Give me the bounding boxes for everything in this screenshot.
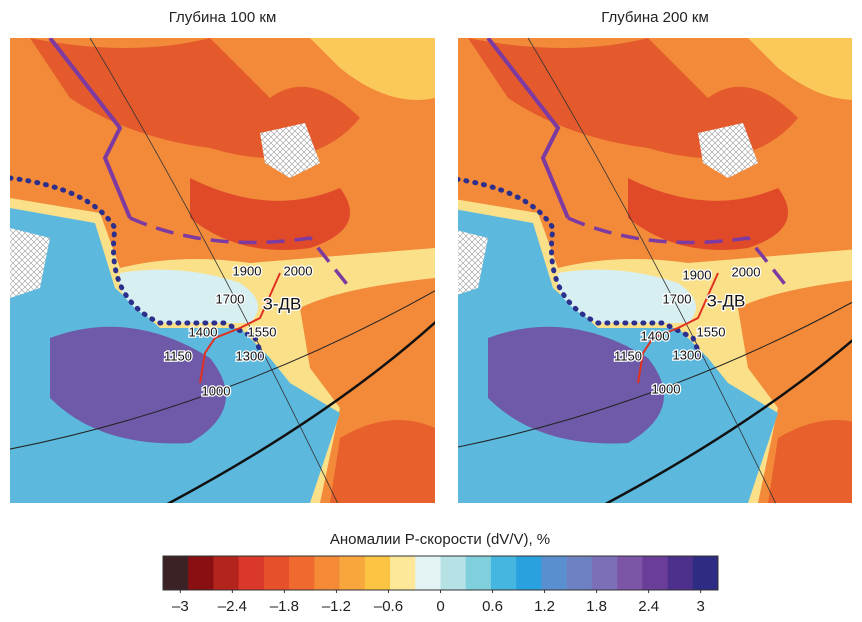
tick-label: 1.2 [534, 598, 555, 615]
color-swatch [668, 556, 694, 590]
tick-label: 0.6 [482, 598, 503, 615]
profile-label: 1900 [233, 263, 262, 278]
profile-label: 1400 [189, 324, 218, 339]
color-swatch [617, 556, 643, 590]
color-swatch [491, 556, 517, 590]
profile-label: 1150 [164, 348, 192, 363]
profile-label: 1300 [236, 348, 265, 363]
color-swatch [264, 556, 290, 590]
tick-label: 1.8 [586, 598, 607, 615]
tick-label: 2.4 [638, 598, 659, 615]
profile-label: 1550 [697, 324, 726, 339]
panel-title: Глубина 200 км [601, 9, 709, 26]
colorbar: Аномалии P-скорости (dV/V), % –3 –2.4 –1.8… [163, 531, 718, 615]
tick-label: –1.8 [270, 598, 299, 615]
color-swatch [213, 556, 239, 590]
tick-label: 0 [436, 598, 444, 615]
color-swatch [314, 556, 340, 590]
panel-title: Глубина 100 км [169, 9, 277, 26]
profile-label: 2000 [284, 263, 313, 278]
color-swatch [163, 556, 189, 590]
map-panel [398, 38, 862, 508]
profile-label: 2000 [732, 264, 761, 279]
profile-label: 1150 [614, 348, 642, 363]
color-swatch [516, 556, 542, 590]
map-image [0, 38, 440, 508]
color-swatch [239, 556, 265, 590]
map-panel [0, 38, 440, 508]
profile-label: 1700 [663, 291, 692, 306]
map-art [398, 38, 862, 508]
profile-label: 1400 [641, 328, 670, 343]
figure: Глубина 100 км 1900 2000 1700 З-ДВ 1400 1550 11… [0, 0, 862, 617]
profile-label: 1700 [216, 291, 245, 306]
profile-label: 1900 [683, 267, 712, 282]
profile-label: З-ДВ [263, 294, 302, 313]
tick-label: –0.6 [374, 598, 403, 615]
profile-label: 1000 [652, 381, 681, 396]
profile-label: З-ДВ [707, 291, 746, 310]
tick-label: –2.4 [218, 598, 247, 615]
color-swatch [567, 556, 593, 590]
color-swatch [340, 556, 366, 590]
tick-label: –3 [172, 598, 189, 615]
color-swatch [441, 556, 467, 590]
color-swatch [541, 556, 567, 590]
profile-label: 1000 [202, 383, 231, 398]
color-swatch [390, 556, 416, 590]
colorbar-title: Аномалии P-скорости (dV/V), % [330, 531, 550, 548]
color-swatch [693, 556, 719, 590]
color-swatch [365, 556, 391, 590]
map-art [0, 38, 440, 508]
color-swatch [415, 556, 441, 590]
panels: Глубина 100 км 1900 2000 1700 З-ДВ 1400 1550 11… [0, 9, 862, 508]
map-image [398, 38, 862, 508]
color-swatch [642, 556, 668, 590]
profile-label: 1300 [673, 347, 702, 362]
color-swatch [289, 556, 315, 590]
color-swatch [592, 556, 618, 590]
color-swatch [188, 556, 214, 590]
tick-label: 3 [696, 598, 704, 615]
color-swatch [466, 556, 492, 590]
profile-label: 1550 [248, 324, 277, 339]
tick-label: –1.2 [322, 598, 351, 615]
